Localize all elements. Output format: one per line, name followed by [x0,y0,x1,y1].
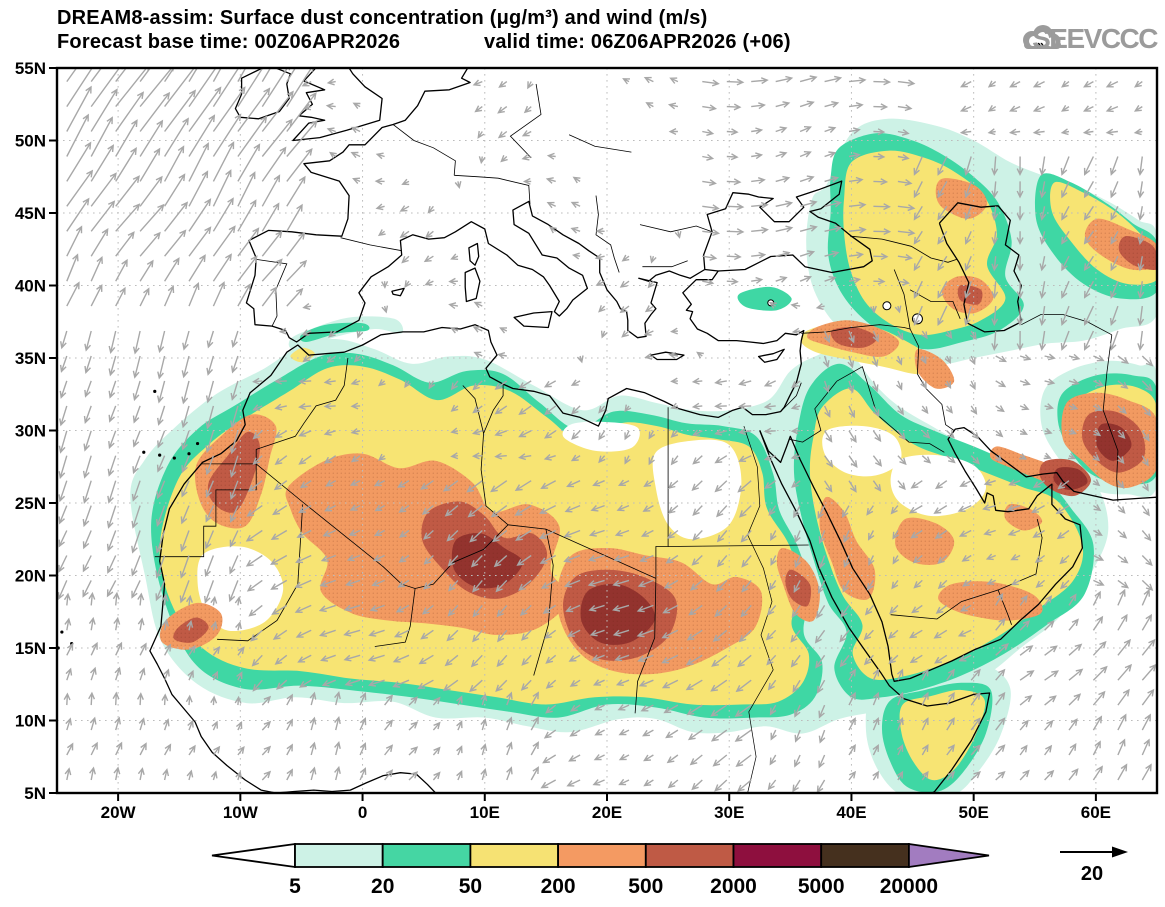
axis-ticks-and-labels: 55N 50N 45N 40N 35N 30N 25N 20N 15N 10N 5N 20W 10W 0 1… [15,59,1111,822]
lon-tick-label: 20W [101,803,137,822]
legend-level-label: 20000 [880,875,938,898]
lat-tick-label: 5N [24,784,46,803]
lat-tick-label: 55N [15,59,46,78]
logo-text: SEEVCCC [1032,23,1158,54]
legend-level-label: 200 [541,875,576,898]
lat-tick-label: 15N [15,639,46,658]
colorbar-legend: 5 20 50 200 500 2000 5000 20000 [211,842,990,898]
valid-time: valid time: 06Z06APR2026 (+06) [484,31,791,53]
graticule [57,68,1157,793]
wind-scale-label: 20 [1081,863,1103,885]
figure-title: DREAM8-assim: Surface dust concentration… [57,7,707,29]
lon-tick-label: 60E [1081,803,1111,822]
lat-tick-label: 45N [15,204,46,223]
lon-tick-label: 0 [358,803,367,822]
coastlines-and-borders [57,68,1157,793]
lat-tick-label: 20N [15,567,46,586]
lon-tick-label: 30E [714,803,744,822]
cloud-icon: » [1023,25,1061,52]
wind-vectors [57,68,1157,793]
lat-tick-label: 30N [15,422,46,441]
dust-concentration-field [130,118,1157,793]
legend-level-label: 50 [459,875,482,898]
legend-level-label: 500 [628,875,663,898]
legend-level-label: 2000 [710,875,757,898]
lat-tick-label: 10N [15,712,46,731]
lon-tick-label: 50E [959,803,989,822]
lat-tick-label: 40N [15,277,46,296]
lon-tick-label: 20E [592,803,622,822]
legend-level-label: 5000 [798,875,845,898]
lon-tick-label: 10W [223,803,259,822]
wind-scale: 20 [1060,846,1128,885]
seevccc-logo: » SEEVCCC [1023,23,1160,54]
lat-tick-label: 35N [15,349,46,368]
cloud-chevrons-icon: » [1037,37,1044,52]
legend-level-label: 5 [289,875,301,898]
lat-tick-label: 50N [15,132,46,151]
lat-tick-label: 25N [15,494,46,513]
lon-tick-label: 10E [470,803,500,822]
legend-level-label: 20 [371,875,394,898]
lon-tick-label: 40E [836,803,866,822]
forecast-base-time: Forecast base time: 00Z06APR2026 [57,31,400,53]
wind-scale-arrowhead-icon [1112,846,1128,858]
